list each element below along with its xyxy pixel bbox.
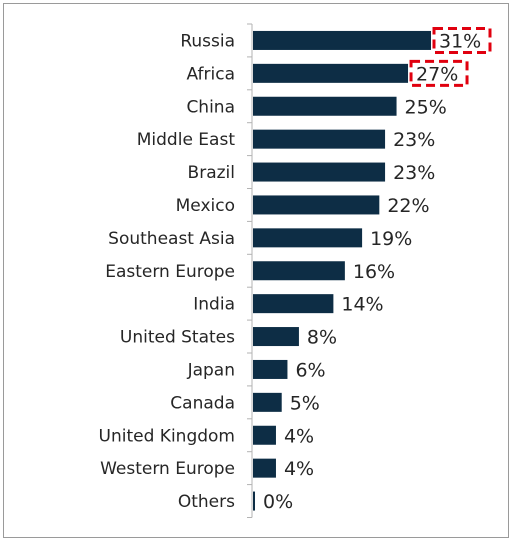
bar xyxy=(253,491,255,511)
category-labels: Russia Africa China Middle East Brazil Mexico… xyxy=(99,31,236,512)
category-label: Canada xyxy=(170,393,235,413)
value-label: 4% xyxy=(284,425,314,447)
bar xyxy=(253,96,397,116)
bar xyxy=(253,30,431,50)
category-label: Japan xyxy=(187,360,235,380)
bar xyxy=(253,261,345,281)
bar xyxy=(253,359,288,379)
category-label: Russia xyxy=(180,31,235,51)
value-label: 31% xyxy=(439,30,481,52)
value-label: 0% xyxy=(263,491,293,513)
category-label: Mexico xyxy=(176,196,235,216)
bar xyxy=(253,228,363,248)
bar xyxy=(253,327,299,347)
value-label: 25% xyxy=(405,96,447,118)
value-label: 19% xyxy=(370,228,412,250)
category-label: Southeast Asia xyxy=(108,229,235,249)
bar xyxy=(253,129,386,149)
bar xyxy=(253,63,409,83)
category-label: China xyxy=(186,97,235,117)
value-labels: 31% 27% 25% 23% 23% 22% 19% 16% 14%8% 6% 5% 4% 4% 0% xyxy=(263,30,481,513)
bar xyxy=(253,195,380,215)
value-label: 27% xyxy=(416,63,458,85)
category-label: United States xyxy=(120,328,235,348)
bar xyxy=(253,392,282,412)
value-label: 22% xyxy=(387,195,429,217)
value-label: 14% xyxy=(341,294,383,316)
bar xyxy=(253,294,334,314)
value-label: 23% xyxy=(393,129,435,151)
category-label: Africa xyxy=(187,64,236,84)
value-label: 4% xyxy=(284,458,314,480)
category-label: Others xyxy=(178,492,235,512)
value-label: 8% xyxy=(307,327,337,349)
value-label: 6% xyxy=(295,359,325,381)
category-label: Western Europe xyxy=(100,459,235,479)
axis-ticks xyxy=(247,23,252,518)
bar xyxy=(253,425,276,445)
category-label: Eastern Europe xyxy=(105,262,235,282)
category-label: India xyxy=(193,295,235,315)
bar xyxy=(253,458,276,478)
category-label: Brazil xyxy=(188,163,235,183)
highlight-boxes xyxy=(409,26,492,87)
bar xyxy=(253,162,386,182)
highlight-box xyxy=(409,59,469,87)
value-label: 16% xyxy=(353,261,395,283)
bars xyxy=(253,30,431,511)
category-label: Middle East xyxy=(137,130,236,150)
highlight-box xyxy=(432,26,492,54)
category-label: United Kingdom xyxy=(99,426,235,446)
value-label: 5% xyxy=(290,392,320,414)
value-label: 23% xyxy=(393,162,435,184)
